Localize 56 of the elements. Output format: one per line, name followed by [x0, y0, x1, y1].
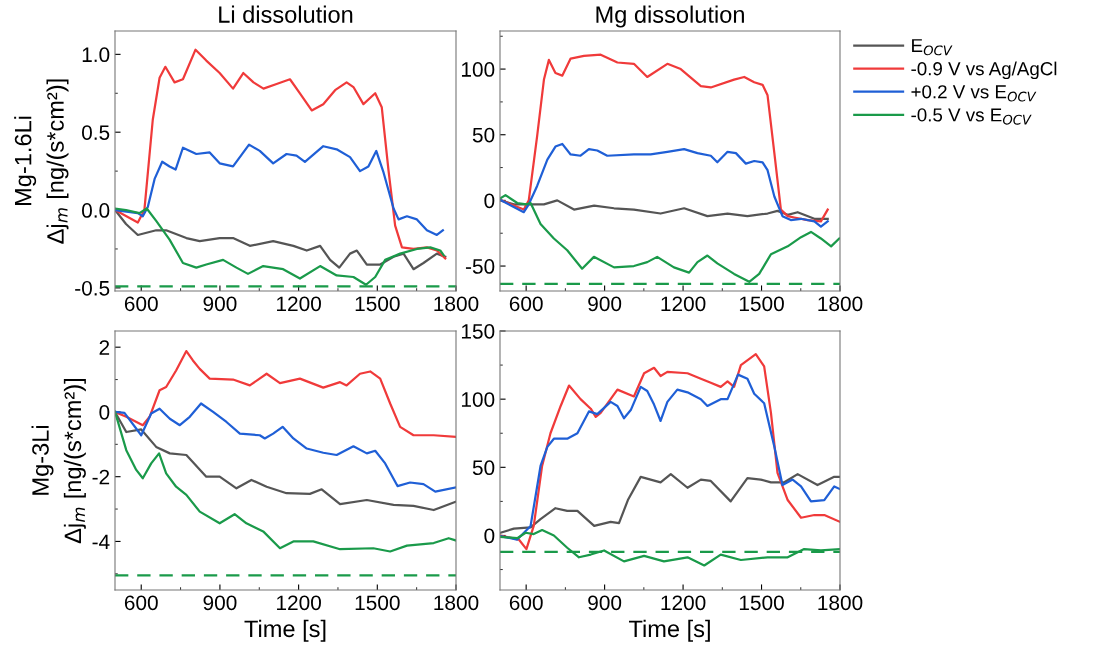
y-tick-label: 2: [99, 340, 110, 355]
y-tick-label: 50: [472, 460, 495, 476]
x-tick-label: 1800: [434, 595, 479, 611]
x-tick-label: 1800: [434, 296, 479, 312]
x-tick-label: 600: [124, 595, 158, 611]
y-tick-label: -4: [92, 534, 110, 549]
y-tick-label: 50: [472, 127, 495, 143]
x-tick-label: 900: [203, 595, 237, 611]
x-tick-label: 1200: [277, 595, 321, 611]
x-tick-label: 900: [203, 296, 237, 312]
y-axis-title: Mg-1.6Li Δj$_{m}$ [ng/(s*cm²)]: [14, 79, 69, 244]
x-tick-label: 600: [509, 595, 543, 611]
x-tick-label: 900: [588, 296, 622, 312]
line-series: [500, 353, 840, 551]
y-tick-label: -0.5: [75, 280, 110, 296]
legend-label: E$_{OCV}$: [912, 39, 953, 56]
legend-label: -0.9 V vs Ag/AgCl: [911, 61, 1057, 80]
y-tick-label: 100: [461, 62, 495, 77]
legend-label: -0.5 V vs E$_{OCV}$: [911, 108, 1032, 125]
y-tick-label: 0.0: [81, 203, 110, 218]
x-tick-label: 1200: [661, 296, 706, 312]
x-tick-label: 1500: [355, 595, 400, 611]
y-tick-label: 100: [461, 392, 495, 407]
y-tick-label: 0: [99, 404, 110, 420]
x-tick-label: 1200: [277, 296, 321, 312]
line-series: [500, 142, 829, 228]
line-series: [500, 194, 840, 283]
line-series: [115, 410, 456, 553]
line-series: [500, 373, 840, 541]
legend-label: +0.2 V vs E$_{OCV}$: [911, 85, 1037, 102]
line-series: [500, 473, 840, 534]
x-tick-label: 600: [509, 296, 543, 312]
line-series: [115, 402, 456, 493]
y-tick-label: 150: [461, 324, 495, 339]
x-axis-title: Time [s]: [244, 619, 326, 642]
y-tick-label: -50: [465, 259, 495, 274]
line-series: [115, 48, 447, 260]
y-tick-label: 0: [484, 193, 495, 209]
y-tick-label: 0.5: [81, 125, 110, 140]
x-tick-label: 1800: [818, 595, 863, 611]
x-tick-label: 1200: [661, 595, 706, 611]
line-series: [115, 143, 444, 237]
x-tick-label: 1500: [739, 595, 784, 611]
y-tick-label: 1.0: [82, 47, 110, 63]
line-series: [115, 349, 456, 438]
x-tick-label: 1800: [818, 296, 863, 312]
x-tick-label: 600: [124, 296, 158, 312]
text: Mg-3Li Δj$_{m}$ [ng/(s*cm²)]: [31, 378, 86, 544]
x-tick-label: 1500: [739, 296, 784, 312]
chart-title: Mg dissolution: [596, 5, 744, 28]
chart-title: Li dissolution: [219, 5, 353, 23]
x-axis-title: Time [s]: [629, 619, 710, 642]
x-tick-label: 1500: [355, 296, 400, 312]
y-tick-label: -2: [92, 469, 110, 485]
y-tick-label: 0: [484, 528, 495, 544]
x-tick-label: 900: [588, 595, 622, 611]
